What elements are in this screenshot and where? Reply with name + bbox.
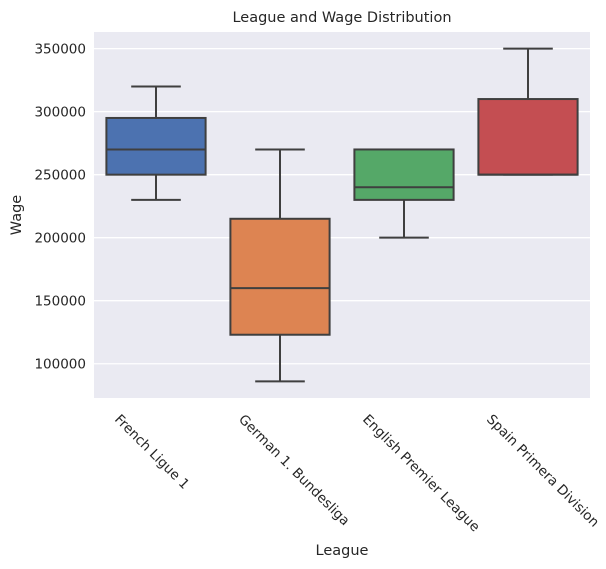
x-tick-label: English Premier League xyxy=(359,412,483,536)
box-plots xyxy=(105,47,579,383)
chart-title: League and Wage Distribution xyxy=(232,10,451,26)
plot-background xyxy=(94,32,590,398)
x-tick-label: French Ligue 1 xyxy=(111,412,192,493)
x-tick-label: German 1. Bundesliga xyxy=(235,412,352,529)
box-3 xyxy=(353,148,455,239)
y-tick-label: 250000 xyxy=(34,168,86,184)
box-4 xyxy=(477,47,579,176)
iqr-box xyxy=(105,116,207,176)
x-axis-label: League xyxy=(316,543,369,559)
y-tick-label: 350000 xyxy=(34,42,86,58)
y-axis-label: Wage xyxy=(9,195,25,235)
iqr-box xyxy=(353,148,455,201)
y-tick-label: 100000 xyxy=(34,357,86,373)
y-tick-label: 300000 xyxy=(34,105,86,121)
box-1 xyxy=(105,85,207,201)
y-tick-label: 150000 xyxy=(34,294,86,310)
x-tick-labels: French Ligue 1 German 1. Bundesliga Englis… xyxy=(111,412,602,536)
y-tick-label: 200000 xyxy=(34,231,86,247)
iqr-box xyxy=(229,217,331,336)
iqr-box xyxy=(477,98,579,176)
box-2 xyxy=(229,148,331,383)
y-tick-labels: 100000 150000 200000 250000 300000 350000 xyxy=(34,42,86,373)
x-tick-label: Spain Primera Division xyxy=(483,412,602,531)
